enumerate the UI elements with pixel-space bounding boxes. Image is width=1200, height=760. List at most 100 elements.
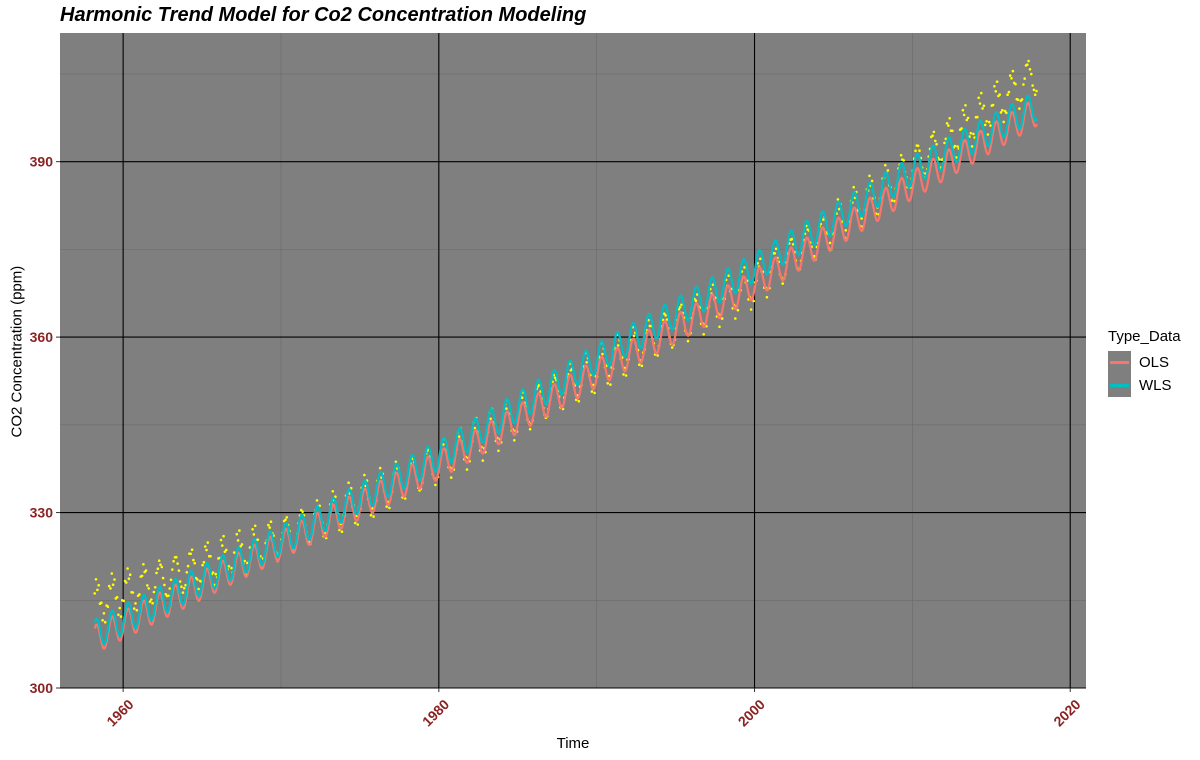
observed-point — [347, 481, 350, 485]
observed-point — [948, 117, 951, 120]
observed-point — [609, 383, 612, 386]
observed-point — [369, 513, 373, 517]
observed-point — [156, 567, 160, 570]
observed-point — [1011, 69, 1015, 73]
legend-label-wls: WLS — [1139, 377, 1172, 394]
observed-point — [331, 490, 335, 493]
observed-point — [385, 505, 389, 508]
observed-point — [371, 507, 374, 510]
observed-point — [931, 134, 934, 137]
observed-point — [837, 207, 841, 211]
observed-point — [980, 91, 983, 95]
observed-point — [142, 563, 145, 566]
observed-point — [953, 144, 957, 148]
observed-point — [132, 607, 136, 610]
observed-point — [902, 159, 905, 162]
observed-point — [434, 483, 437, 487]
observed-point — [695, 293, 699, 296]
observed-point — [196, 578, 199, 581]
legend-label-ols: OLS — [1139, 354, 1170, 371]
observed-point — [553, 376, 557, 380]
observed-point — [1028, 68, 1032, 71]
observed-point — [497, 449, 500, 453]
observed-point — [968, 135, 971, 138]
observed-point — [118, 606, 121, 610]
observed-point — [315, 499, 319, 502]
observed-point — [140, 574, 144, 578]
observed-point — [899, 153, 903, 157]
observed-point — [251, 528, 254, 531]
observed-point — [186, 564, 190, 568]
observed-point — [106, 605, 110, 608]
observed-point — [943, 141, 946, 145]
observed-point — [520, 396, 524, 400]
observed-point — [117, 613, 120, 617]
observed-point — [513, 439, 516, 442]
observed-point — [107, 584, 111, 588]
y-axis-title: CO2 Concentration (ppm) — [8, 265, 26, 438]
observed-point — [995, 80, 999, 83]
observed-point — [752, 299, 755, 303]
observed-point — [934, 139, 937, 143]
observed-point — [1001, 108, 1004, 112]
observed-point — [972, 132, 975, 136]
observed-point — [126, 567, 129, 570]
observed-point — [176, 562, 179, 565]
observed-point — [718, 325, 721, 329]
observed-point — [190, 548, 194, 551]
observed-point — [181, 591, 185, 594]
observed-point — [1031, 84, 1034, 87]
observed-point — [678, 306, 682, 309]
observed-point — [585, 361, 588, 364]
observed-point — [860, 217, 863, 220]
legend-swatch-wls — [1110, 384, 1129, 387]
observed-point — [638, 363, 641, 367]
observed-point — [993, 85, 996, 88]
observed-point — [978, 102, 982, 105]
observed-point — [868, 174, 871, 178]
observed-point — [665, 318, 669, 321]
observed-point — [951, 129, 954, 133]
observed-point — [285, 516, 289, 519]
observed-point — [111, 583, 115, 586]
observed-point — [356, 523, 360, 526]
observed-point — [918, 149, 921, 152]
observed-point — [155, 571, 158, 575]
observed-point — [96, 588, 99, 592]
observed-point — [1018, 107, 1021, 110]
observed-point — [964, 104, 967, 107]
observed-point — [489, 417, 493, 421]
observed-point — [884, 163, 887, 167]
y-tick-label: 330 — [30, 505, 54, 521]
chart-title: Harmonic Trend Model for Co2 Concentrati… — [60, 4, 587, 26]
observed-point — [852, 185, 855, 189]
observed-point — [236, 539, 240, 542]
observed-point — [1026, 63, 1029, 66]
observed-point — [223, 550, 227, 553]
observed-point — [844, 229, 848, 232]
observed-point — [246, 561, 249, 565]
observed-point — [743, 266, 746, 269]
observed-point — [736, 308, 740, 312]
observed-point — [945, 122, 949, 125]
legend-title: Type_Data — [1108, 328, 1181, 345]
observed-point — [122, 599, 125, 603]
observed-point — [147, 587, 150, 590]
observed-point — [171, 568, 174, 571]
observed-point — [193, 561, 196, 565]
observed-point — [238, 529, 241, 532]
observed-point — [656, 354, 659, 357]
observed-point — [127, 577, 131, 580]
observed-point — [961, 108, 965, 112]
observed-point — [986, 133, 990, 136]
observed-point — [135, 608, 139, 612]
observed-point — [235, 532, 239, 536]
observed-point — [175, 555, 178, 559]
observed-point — [252, 533, 256, 536]
observed-point — [601, 352, 604, 356]
observed-point — [994, 90, 998, 93]
observed-point — [189, 552, 192, 556]
observed-point — [686, 339, 690, 343]
y-tick-label: 390 — [30, 154, 54, 170]
observed-point — [197, 587, 200, 591]
